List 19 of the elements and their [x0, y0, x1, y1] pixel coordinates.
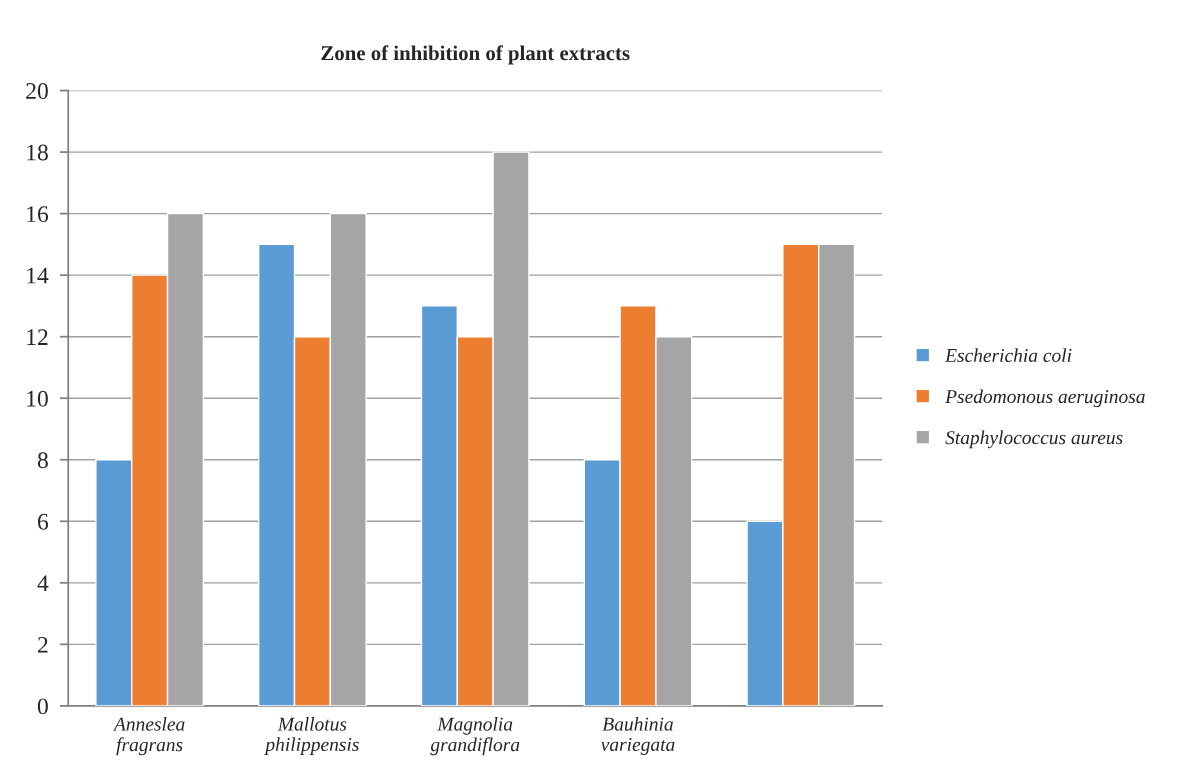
- y-tick-label: 6: [37, 513, 49, 530]
- y-tick-label: 4: [37, 575, 49, 592]
- x-tick-label: Mallotus philippensis: [264, 717, 359, 755]
- y-tick-label: 14: [27, 267, 49, 284]
- x-tick-label: Magnolia grandiflora: [430, 717, 520, 756]
- y-tick-label: 12: [27, 329, 48, 345]
- y-tick-label: 18: [27, 144, 48, 161]
- y-tick-label: 10: [27, 390, 48, 407]
- x-tick-label: Anneslea fragrans: [112, 717, 185, 756]
- legend-label: Psedomonous aeruginosa: [945, 389, 1145, 408]
- chart-title: Zone of inhibition of plant extracts: [321, 45, 630, 65]
- y-tick-label: 8: [37, 452, 48, 469]
- y-tick-label: 0: [37, 698, 48, 715]
- y-tick-label: 16: [27, 206, 49, 223]
- y-tick-label: 20: [26, 83, 48, 99]
- y-tick-label: 2: [38, 636, 48, 653]
- x-tick-label: Bauhinia variegata: [601, 717, 675, 755]
- legend-label: Staphylococcus aureus: [945, 430, 1123, 449]
- legend-label: Escherichia coli: [944, 348, 1072, 363]
